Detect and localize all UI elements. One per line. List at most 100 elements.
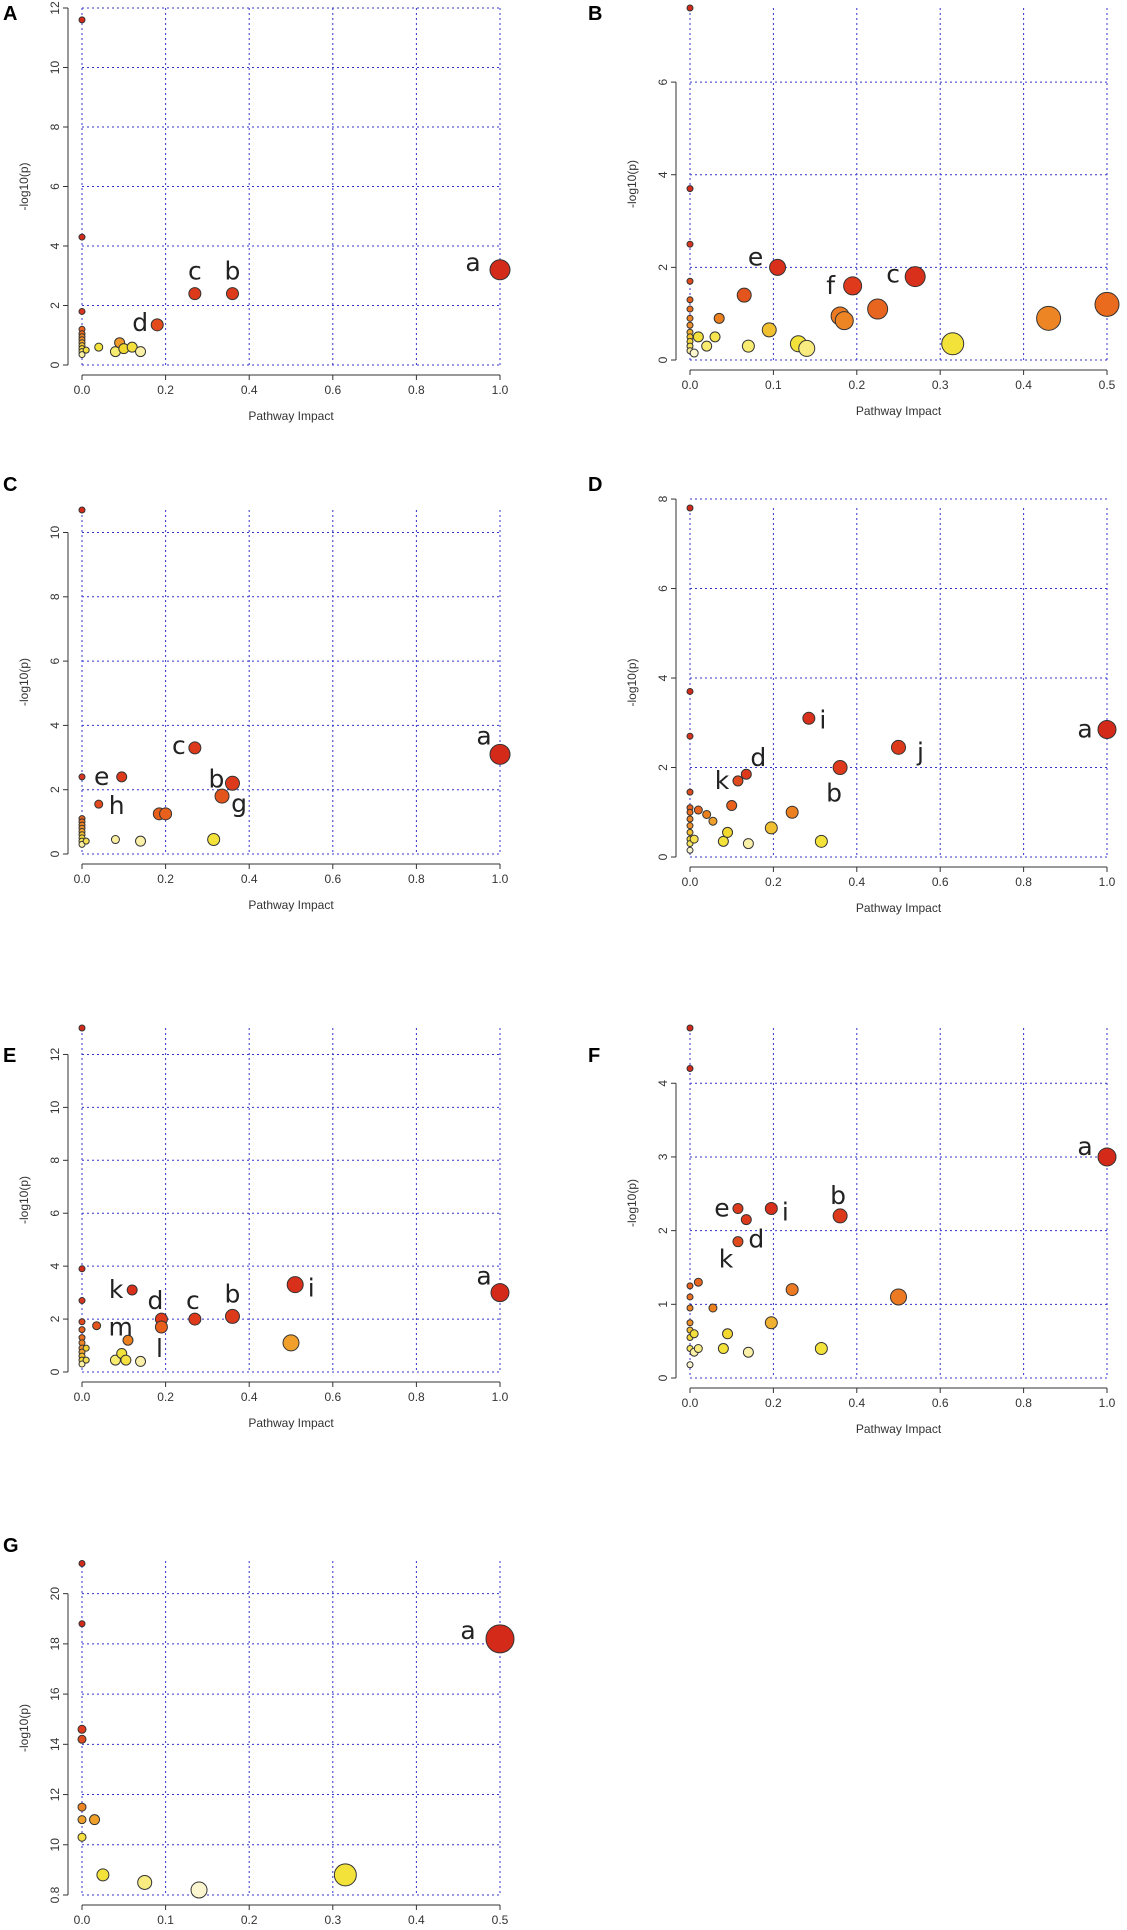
pathway-point: [77, 1724, 87, 1734]
x-axis-title: Pathway Impact: [856, 404, 942, 418]
pathway-point: [686, 296, 694, 304]
y-axis-title: -log10(p): [17, 1176, 31, 1224]
y-tick-label: 0: [48, 361, 62, 368]
pathway-point: [717, 1343, 729, 1355]
y-tick-label: 6: [656, 585, 670, 592]
x-tick-label: 0.6: [324, 872, 341, 886]
y-tick-label: 20: [48, 1587, 62, 1601]
pathway-point: [740, 768, 752, 780]
pathway-point: [489, 743, 511, 765]
pathway-label-c: c: [886, 260, 900, 289]
y-axis-title: -log10(p): [17, 1704, 31, 1752]
x-tick-label: 0.6: [324, 383, 341, 397]
pathway-point: [740, 1214, 752, 1226]
y-tick-label: 4: [48, 242, 62, 249]
y-tick-label: 10: [48, 526, 62, 540]
pathway-point: [701, 340, 713, 352]
pathway-point: [726, 800, 738, 812]
pathway-point: [761, 322, 777, 338]
pathway-label-g: g: [231, 789, 247, 818]
x-axis-title: Pathway Impact: [856, 901, 942, 915]
panel-label-E: E: [3, 1045, 16, 1067]
pathway-point: [891, 739, 906, 755]
x-tick-label: 0.2: [157, 872, 174, 886]
panel-label-C: C: [3, 474, 17, 496]
pathway-point: [110, 835, 120, 845]
pathway-point: [686, 277, 694, 285]
pathway-label-i: i: [819, 705, 826, 734]
pathway-label-d: d: [147, 1286, 163, 1315]
pathway-point: [126, 1284, 138, 1296]
y-axis-title: -log10(p): [625, 160, 639, 208]
pathway-point: [78, 1620, 86, 1628]
pathway-point: [82, 1344, 90, 1352]
pathway-point: [78, 351, 86, 359]
panel-label-G: G: [3, 1535, 19, 1557]
pathway-point: [764, 821, 778, 835]
pathway-point: [116, 771, 128, 783]
pathway-point: [188, 1312, 202, 1326]
pathway-point: [732, 775, 744, 787]
y-tick-label: 1: [656, 1301, 670, 1308]
panel-label-F: F: [588, 1045, 600, 1067]
pathway-label-d: d: [748, 1225, 764, 1254]
x-tick-label: 1.0: [492, 872, 509, 886]
pathway-point: [489, 259, 511, 281]
x-axis-title: Pathway Impact: [248, 1416, 334, 1430]
panel-G: G 0.00.10.20.30.40.50.8101214161820Pathw…: [3, 1535, 515, 1927]
x-tick-label: 1.0: [1099, 1396, 1116, 1410]
pathway-point: [785, 805, 799, 819]
pathway-point: [77, 1802, 87, 1812]
pathway-point: [686, 1319, 694, 1327]
y-tick-label: 18: [48, 1637, 62, 1651]
pathway-point: [137, 1874, 153, 1890]
x-tick-label: 0.2: [765, 1396, 782, 1410]
x-tick-label: 0.0: [74, 872, 91, 886]
pathway-point: [713, 312, 725, 324]
pathway-label-a: a: [476, 721, 491, 750]
pathway-point: [692, 331, 704, 343]
pathway-point: [214, 788, 230, 804]
pathway-point: [82, 346, 90, 354]
panel-label-D: D: [588, 474, 602, 496]
pathway-point: [94, 799, 104, 809]
pathway-point: [686, 4, 694, 12]
pathway-label-k: k: [719, 1245, 734, 1274]
pathway-point: [333, 1863, 357, 1887]
pathway-point: [689, 348, 699, 358]
y-axis-title: -log10(p): [17, 162, 31, 210]
pathway-point: [78, 307, 86, 315]
y-tick-label: 6: [656, 78, 670, 85]
panel-A: A 0.0 0.2 0.4 0.6 0.8 1.0 0 2 4 6 8 10 12 Pathway Imp…: [3, 1, 511, 423]
pathway-point: [904, 266, 926, 288]
pathway-point: [941, 332, 965, 356]
x-tick-label: 0.4: [241, 1390, 258, 1404]
pathway-point: [89, 1814, 101, 1826]
pathway-point: [1036, 305, 1062, 331]
y-tick-label: 8: [48, 123, 62, 130]
pathway-point: [92, 1321, 102, 1331]
pathway-point: [188, 741, 202, 755]
x-axis-title: Pathway Impact: [248, 409, 334, 423]
pathway-point: [693, 1344, 703, 1354]
pathway-point: [686, 1065, 694, 1073]
pathway-point: [286, 1276, 304, 1294]
pathway-point: [814, 834, 828, 848]
pathway-point: [814, 1342, 828, 1356]
pathway-point: [120, 1354, 132, 1366]
pathway-point: [78, 1265, 86, 1273]
pathway-point: [686, 687, 694, 695]
pathway-point: [686, 1361, 694, 1369]
pathway-point: [77, 1815, 87, 1825]
y-tick-label: 8: [48, 593, 62, 600]
y-tick-label: 6: [48, 657, 62, 664]
panel-label-B: B: [588, 3, 602, 25]
pathway-point: [77, 1734, 87, 1744]
pathway-point: [708, 816, 718, 826]
pathway-point: [282, 1334, 300, 1352]
pathway-point: [693, 805, 703, 815]
pathway-point: [722, 826, 734, 838]
pathway-point: [78, 1297, 86, 1305]
pathway-point: [686, 788, 694, 796]
